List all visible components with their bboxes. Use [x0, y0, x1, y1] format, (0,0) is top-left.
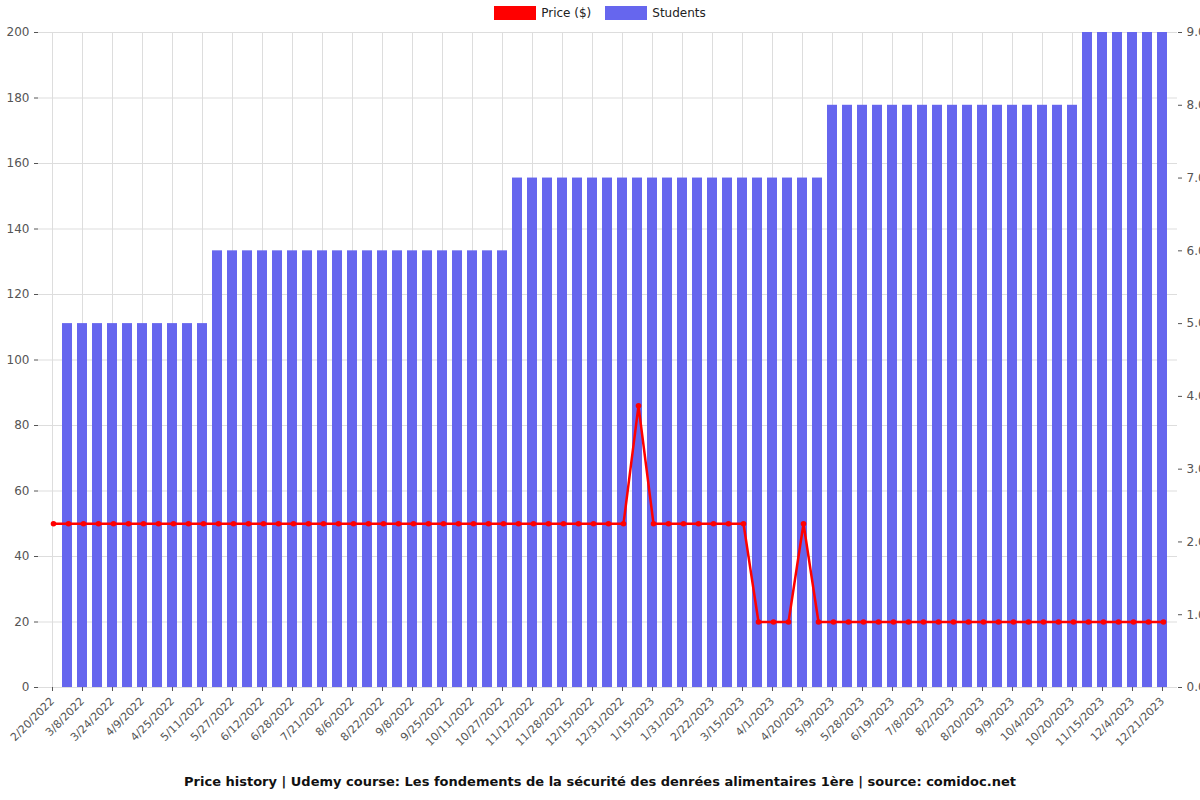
svg-text:160: 160 [7, 156, 30, 170]
svg-text:180: 180 [7, 91, 30, 105]
svg-text:6/28/2022: 6/28/2022 [248, 694, 298, 744]
svg-text:8/20/2023: 8/20/2023 [938, 694, 988, 744]
svg-text:5/27/2022: 5/27/2022 [188, 694, 238, 744]
svg-text:40: 40 [14, 549, 29, 563]
svg-text:4.0: 4.0 [1187, 389, 1200, 403]
svg-text:11/15/2023: 11/15/2023 [1053, 694, 1108, 749]
svg-text:6/12/2022: 6/12/2022 [218, 694, 268, 744]
svg-text:3/8/2022: 3/8/2022 [43, 694, 88, 739]
svg-text:4/9/2022: 4/9/2022 [103, 694, 148, 739]
svg-text:10/11/2022: 10/11/2022 [423, 694, 478, 749]
svg-text:10/20/2023: 10/20/2023 [1023, 694, 1078, 749]
svg-text:10/27/2022: 10/27/2022 [453, 694, 508, 749]
svg-text:5/11/2022: 5/11/2022 [158, 694, 208, 744]
svg-text:7.0: 7.0 [1187, 171, 1200, 185]
svg-text:6/19/2023: 6/19/2023 [848, 694, 898, 744]
svg-text:5/28/2023: 5/28/2023 [818, 694, 868, 744]
svg-text:3/24/2022: 3/24/2022 [68, 694, 118, 744]
svg-text:8/2/2023: 8/2/2023 [913, 694, 958, 739]
svg-text:7/21/2022: 7/21/2022 [278, 694, 328, 744]
svg-text:9/25/2022: 9/25/2022 [398, 694, 448, 744]
svg-text:8/22/2022: 8/22/2022 [338, 694, 388, 744]
svg-text:12/4/2023: 12/4/2023 [1088, 694, 1138, 744]
svg-text:60: 60 [14, 484, 29, 498]
svg-text:0: 0 [22, 680, 30, 694]
svg-text:1/15/2023: 1/15/2023 [608, 694, 658, 744]
svg-text:5.0: 5.0 [1187, 316, 1200, 330]
html-text:Price history | Udemy course:: Price history | Udemy course: Les fondem… [184, 774, 1016, 789]
svg-text:4/1/2023: 4/1/2023 [733, 694, 778, 739]
svg-text:9.0: 9.0 [1187, 25, 1200, 39]
svg-text:140: 140 [7, 222, 30, 236]
svg-text:10/4/2023: 10/4/2023 [998, 694, 1048, 744]
svg-text:100: 100 [7, 353, 30, 367]
svg-text:11/12/2022: 11/12/2022 [483, 694, 538, 749]
svg-text:20: 20 [14, 615, 29, 629]
svg-text:200: 200 [7, 25, 30, 39]
svg-text:1/31/2023: 1/31/2023 [638, 694, 688, 744]
svg-text:6.0: 6.0 [1187, 244, 1200, 258]
svg-text:80: 80 [14, 418, 29, 432]
svg-text:4/20/2023: 4/20/2023 [758, 694, 808, 744]
svg-text:8/6/2022: 8/6/2022 [313, 694, 358, 739]
svg-text:12/21/2023: 12/21/2023 [1113, 695, 1167, 749]
svg-text:12/31/2022: 12/31/2022 [573, 694, 628, 749]
svg-text:2/22/2023: 2/22/2023 [668, 694, 718, 744]
html-text:Students: Students [652, 6, 706, 20]
svg-text:3.0: 3.0 [1187, 462, 1200, 476]
svg-text:5/9/2023: 5/9/2023 [793, 694, 838, 739]
svg-text:4/25/2022: 4/25/2022 [128, 694, 178, 744]
svg-text:8.0: 8.0 [1187, 98, 1200, 112]
svg-text:9/8/2022: 9/8/2022 [373, 694, 418, 739]
html-text:Price ($): Price ($) [541, 6, 592, 20]
svg-text:7/8/2023: 7/8/2023 [883, 694, 928, 739]
svg-text:0.0: 0.0 [1187, 680, 1200, 694]
svg-text:3/15/2023: 3/15/2023 [698, 694, 748, 744]
svg-text:120: 120 [7, 287, 30, 301]
svg-text:11/28/2022: 11/28/2022 [513, 694, 568, 749]
svg-text:1.0: 1.0 [1187, 608, 1200, 622]
svg-text:12/15/2022: 12/15/2022 [543, 694, 598, 749]
svg-text:9/9/2023: 9/9/2023 [973, 694, 1018, 739]
svg-text:2/20/2022: 2/20/2022 [8, 694, 58, 744]
svg-text:2.0: 2.0 [1187, 535, 1200, 549]
